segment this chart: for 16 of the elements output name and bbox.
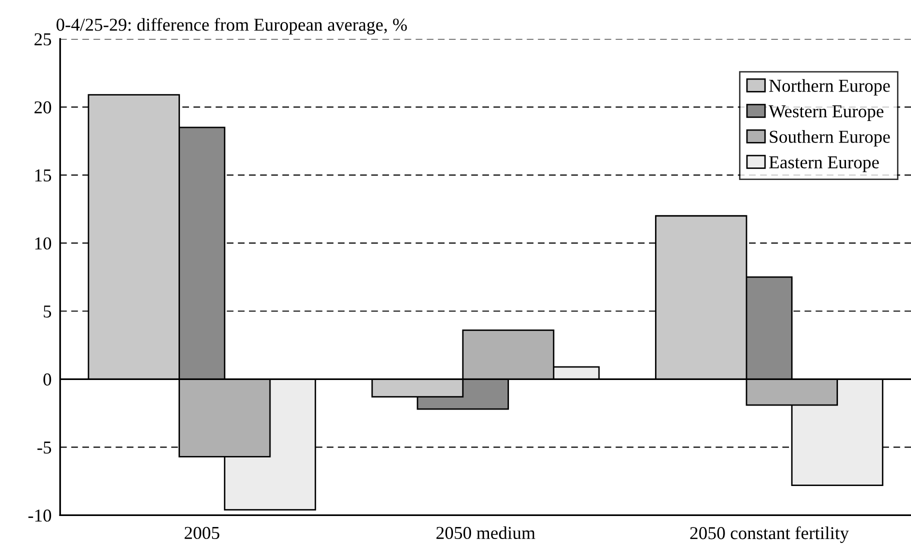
y-tick-label: 0 (43, 373, 52, 386)
legend-label: Northern Europe (769, 79, 890, 96)
y-tick-label: 10 (35, 237, 52, 250)
x-tick-label: 2050 constant fertility (690, 526, 849, 543)
y-tick-label: 25 (34, 33, 52, 46)
y-tick-label: -5 (37, 442, 52, 454)
legend-label: Southern Europe (770, 130, 890, 147)
y-tick-label: -10 (28, 509, 52, 522)
y-tick-label: 5 (44, 306, 52, 318)
y-tick-label: 15 (35, 169, 52, 182)
x-tick-label: 2050 medium (436, 526, 536, 540)
chart-title: 0-4/25-29: difference from European average, % (56, 18, 407, 35)
legend-label: Western Europe (768, 105, 884, 122)
legend-label: Eastern Europe (769, 156, 879, 172)
y-tick-label: 20 (34, 101, 52, 114)
x-tick-label: 2005 (184, 526, 220, 540)
